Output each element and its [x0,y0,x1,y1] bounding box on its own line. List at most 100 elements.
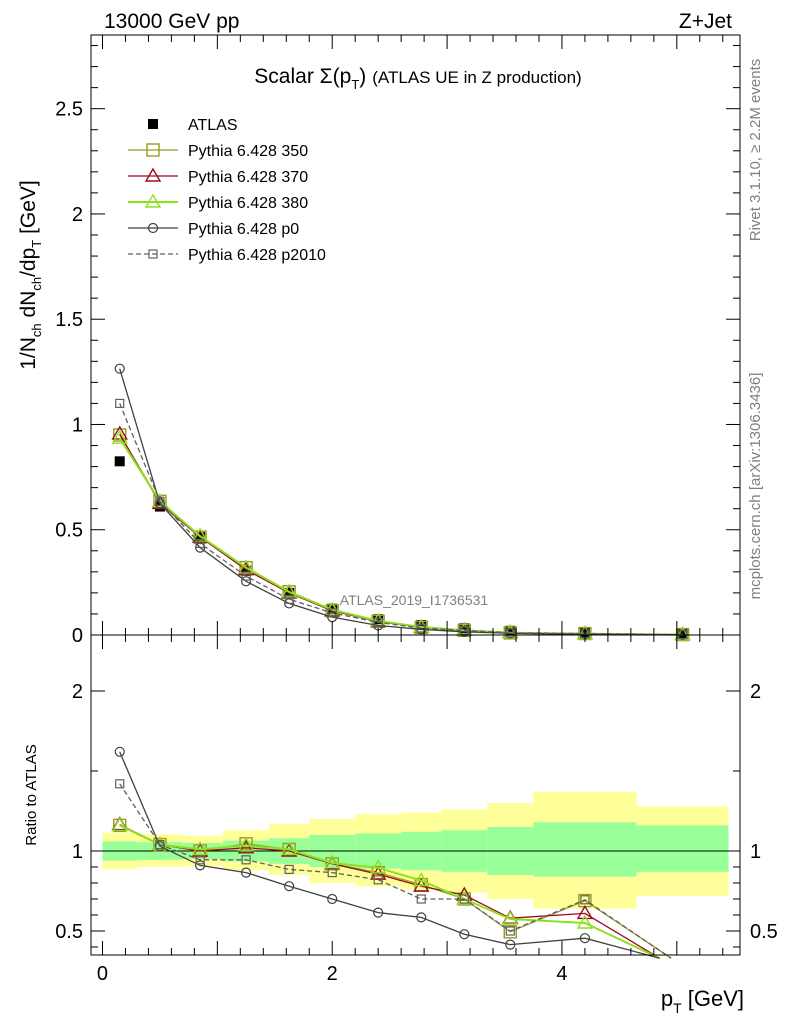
ratio-y-tick-label: 1 [72,841,83,863]
ratio-series-group [111,746,672,960]
main-y-tick-label: 0 [72,625,83,647]
data-point-ATLAS [241,565,252,576]
axes-group: 0 0.5 1 1.5 2 2.5 0.5 0.5 1 1 2 2 0 2 4 [55,34,778,985]
data-point-p0 [195,860,206,871]
series-line-p370 [119,824,660,959]
data-point-p2010 [284,864,294,875]
data-point-p2010 [373,617,383,627]
data-point-p380 [502,910,519,925]
series-p2010 [115,398,688,640]
data-point-p2010 [416,623,426,633]
data-point-p380 [280,583,298,598]
data-point-p0 [373,907,384,918]
x-tick-label: 4 [556,963,567,985]
ratio-y-tick-label-right: 0.5 [750,921,778,943]
legend-marker-p350 [146,143,160,157]
header-left: 13000 GeV pp [104,10,239,33]
ratio-y-axis-title: Ratio to ATLAS [23,744,40,845]
data-point-p380 [413,872,430,887]
data-point-p2010 [241,571,251,581]
legend-entry-p380: Pythia 6.428 380 [128,193,308,212]
legend-entry-p350: Pythia 6.428 350 [128,143,308,160]
x-tick-label: 2 [327,963,338,985]
data-point-p2010 [195,855,205,865]
data-point-ATLAS [459,623,470,634]
data-point-p0 [416,912,427,923]
data-point-p2010 [284,594,294,604]
data-point-p2010 [505,628,515,638]
main-y-tick-label: 1.5 [55,309,83,331]
data-point-p2010 [505,926,515,936]
legend-label-p350: Pythia 6.428 350 [188,143,308,160]
main-y-tick-label: 2 [72,204,83,226]
green-band-segment [636,825,729,872]
data-point-ATLAS [505,625,516,636]
data-point-ATLAS [373,614,384,625]
legend-label-p0: Pythia 6.428 p0 [188,221,299,238]
main-series-group [111,363,691,642]
data-point-p0 [240,867,252,878]
data-point-p2010 [459,894,469,904]
data-point-p2010 [115,398,125,409]
data-point-p2010 [327,867,337,878]
ratio-frame [90,634,741,956]
data-point-p2010 [195,538,205,549]
data-point-p350 [113,428,127,442]
ratio-y-tick-label-right: 2 [750,681,761,703]
ratio-y-tick-label: 0.5 [55,921,83,943]
main-y-axis-title: 1/Nch dNch/dpT [GeV] [17,180,44,370]
data-point-p380 [111,817,128,832]
legend-entry-ATLAS: ATLAS [148,117,238,134]
data-point-p2010 [373,875,383,885]
legend-entry-p370: Pythia 6.428 370 [128,167,308,186]
data-point-p380 [191,841,209,856]
data-point-p2010 [115,779,125,789]
legend-entry-p2010: Pythia 6.428 p2010 [128,247,326,264]
data-point-p2010 [241,855,251,865]
data-point-p380 [280,841,298,856]
legend-marker-p380 [144,193,162,208]
plot-title: Scalar Σ(pT) (ATLAS UE in Z production) [254,65,581,92]
green-band-segment [533,822,637,877]
data-point-p0 [505,939,516,950]
main-y-tick-label: 1 [72,414,83,436]
data-point-p0 [327,893,338,905]
data-point-p2010 [416,894,426,904]
data-point-p2010 [155,496,165,506]
legend-label-p370: Pythia 6.428 370 [188,169,308,186]
data-point-p2010 [580,895,590,905]
data-point-p380 [111,429,128,444]
series-p380 [111,429,691,641]
data-point-p370 [576,905,594,920]
mcplots-label: mcplots.cern.ch [arXiv:1306.3436] [747,373,764,600]
data-point-p380 [237,837,255,852]
data-point-p370 [237,839,255,854]
data-point-p350 [503,925,517,939]
legend-marker-p0 [147,222,159,234]
legend-entry-p0: Pythia 6.428 p0 [128,221,299,238]
data-point-p0 [579,933,591,944]
data-point-p0 [284,881,295,892]
legend-marker-p370 [144,167,162,182]
series-line-p0 [119,751,660,959]
x-tick-label: 0 [97,963,108,985]
data-point-p2010 [459,625,469,635]
main-y-tick-label: 2.5 [55,99,83,121]
data-point-p380 [191,527,209,542]
analysis-watermark: ATLAS_2019_I1736531 [340,592,489,608]
data-point-p380 [369,859,387,874]
series-line-p380 [119,824,661,960]
main-y-tick-label: 0.5 [55,520,83,542]
data-point-p0 [459,929,470,940]
ratio-y-tick-label-right: 1 [750,841,761,863]
series-line-p2010 [119,403,683,636]
data-point-p0 [114,363,125,374]
data-point-p0 [114,746,125,757]
data-point-p2010 [155,839,165,850]
data-point-ATLAS [114,456,125,467]
header-right: Z+Jet [679,10,732,33]
data-point-p380 [576,914,594,929]
series-line-p2010 [119,783,672,959]
ratio-y-tick-label: 2 [72,681,83,703]
